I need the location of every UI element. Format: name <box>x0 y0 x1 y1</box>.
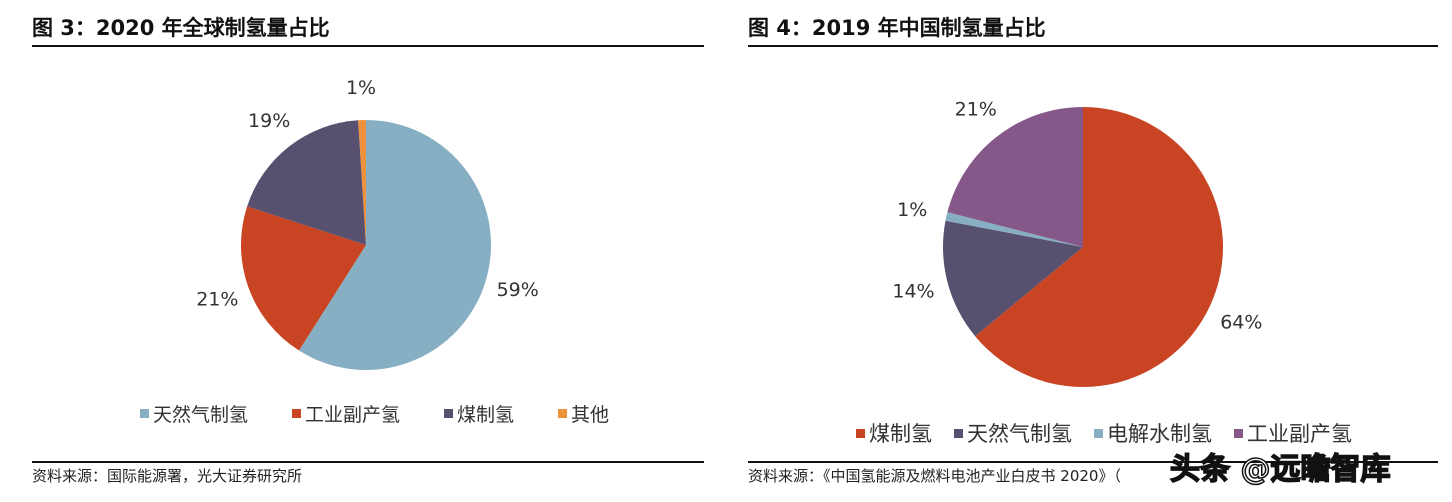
chart-title: 图 4：2019 年中国制氢量占比 <box>748 16 1046 40</box>
pie-chart: 59% 21% 19% 1% <box>196 77 539 370</box>
data-label: 19% <box>248 110 290 132</box>
pie-slice-2 <box>247 120 366 245</box>
watermark: 头条 @远瞻智库 <box>1169 451 1391 488</box>
legend-label: 天然气制氢 <box>153 404 249 426</box>
legend: 煤制氢 天然气制氢 电解水制氢 工业副产氢 <box>856 418 1352 448</box>
pie-slice-1 <box>943 220 1083 337</box>
legend-item: 工业副产氢 <box>1234 418 1352 448</box>
data-label: 21% <box>196 289 238 311</box>
pie-slice-2 <box>945 212 1083 247</box>
legend-item: 工业副产氢 <box>292 400 400 427</box>
legend-item: 天然气制氢 <box>954 418 1072 448</box>
divider <box>32 45 704 47</box>
legend-label: 其他 <box>571 404 610 426</box>
data-label: 1% <box>897 199 927 221</box>
legend-item: 电解水制氢 <box>1094 418 1212 448</box>
data-label: 1% <box>346 77 376 99</box>
legend-swatch <box>444 409 454 418</box>
pie-slice-3 <box>358 120 366 245</box>
legend-swatch <box>558 409 568 418</box>
legend-swatch <box>1094 428 1103 438</box>
source-note: 资料来源：国际能源署，光大证券研究所 <box>32 467 303 485</box>
divider <box>748 45 1438 47</box>
divider <box>748 461 1438 463</box>
legend-label: 工业副产氢 <box>1247 422 1352 446</box>
legend-swatch <box>292 409 302 418</box>
legend-label: 天然气制氢 <box>967 422 1072 446</box>
legend-item: 煤制氢 <box>444 400 514 427</box>
pie-slice-0 <box>299 120 491 370</box>
chart-title: 图 3：2020 年全球制氢量占比 <box>32 16 330 40</box>
pie-slice-3 <box>947 107 1083 247</box>
pie-slice-1 <box>241 206 366 351</box>
pie-slice-0 <box>975 107 1223 387</box>
legend: 天然气制氢 工业副产氢 煤制氢 其他 <box>140 400 609 427</box>
data-label: 64% <box>1220 312 1262 334</box>
source-note: 资料来源：《中国氢能源及燃料电池产业白皮书 2020》（ <box>748 467 1121 485</box>
legend-swatch <box>954 428 963 438</box>
legend-item: 煤制氢 <box>856 418 932 448</box>
chart-panel-2: 图 4：2019 年中国制氢量占比 64% 14% 1% 21% 煤制氢 天然气制氢 电解… <box>748 0 1438 502</box>
legend-label: 煤制氢 <box>869 422 932 446</box>
legend-item: 天然气制氢 <box>140 400 248 427</box>
pie-chart: 64% 14% 1% 21% <box>892 99 1262 387</box>
legend-item: 其他 <box>558 400 609 427</box>
legend-swatch <box>140 409 149 418</box>
legend-swatch <box>856 428 865 438</box>
legend-label: 电解水制氢 <box>1107 422 1212 446</box>
legend-label: 工业副产氢 <box>305 404 401 426</box>
data-label: 59% <box>497 279 539 301</box>
legend-label: 煤制氢 <box>457 404 515 426</box>
legend-swatch <box>1234 428 1243 438</box>
data-label: 21% <box>955 99 997 121</box>
chart-panel-1: 图 3：2020 年全球制氢量占比 59% 21% 19% 1% 天然气制氢 工业副产氢… <box>32 0 704 502</box>
divider <box>32 461 704 463</box>
data-label: 14% <box>892 281 934 303</box>
